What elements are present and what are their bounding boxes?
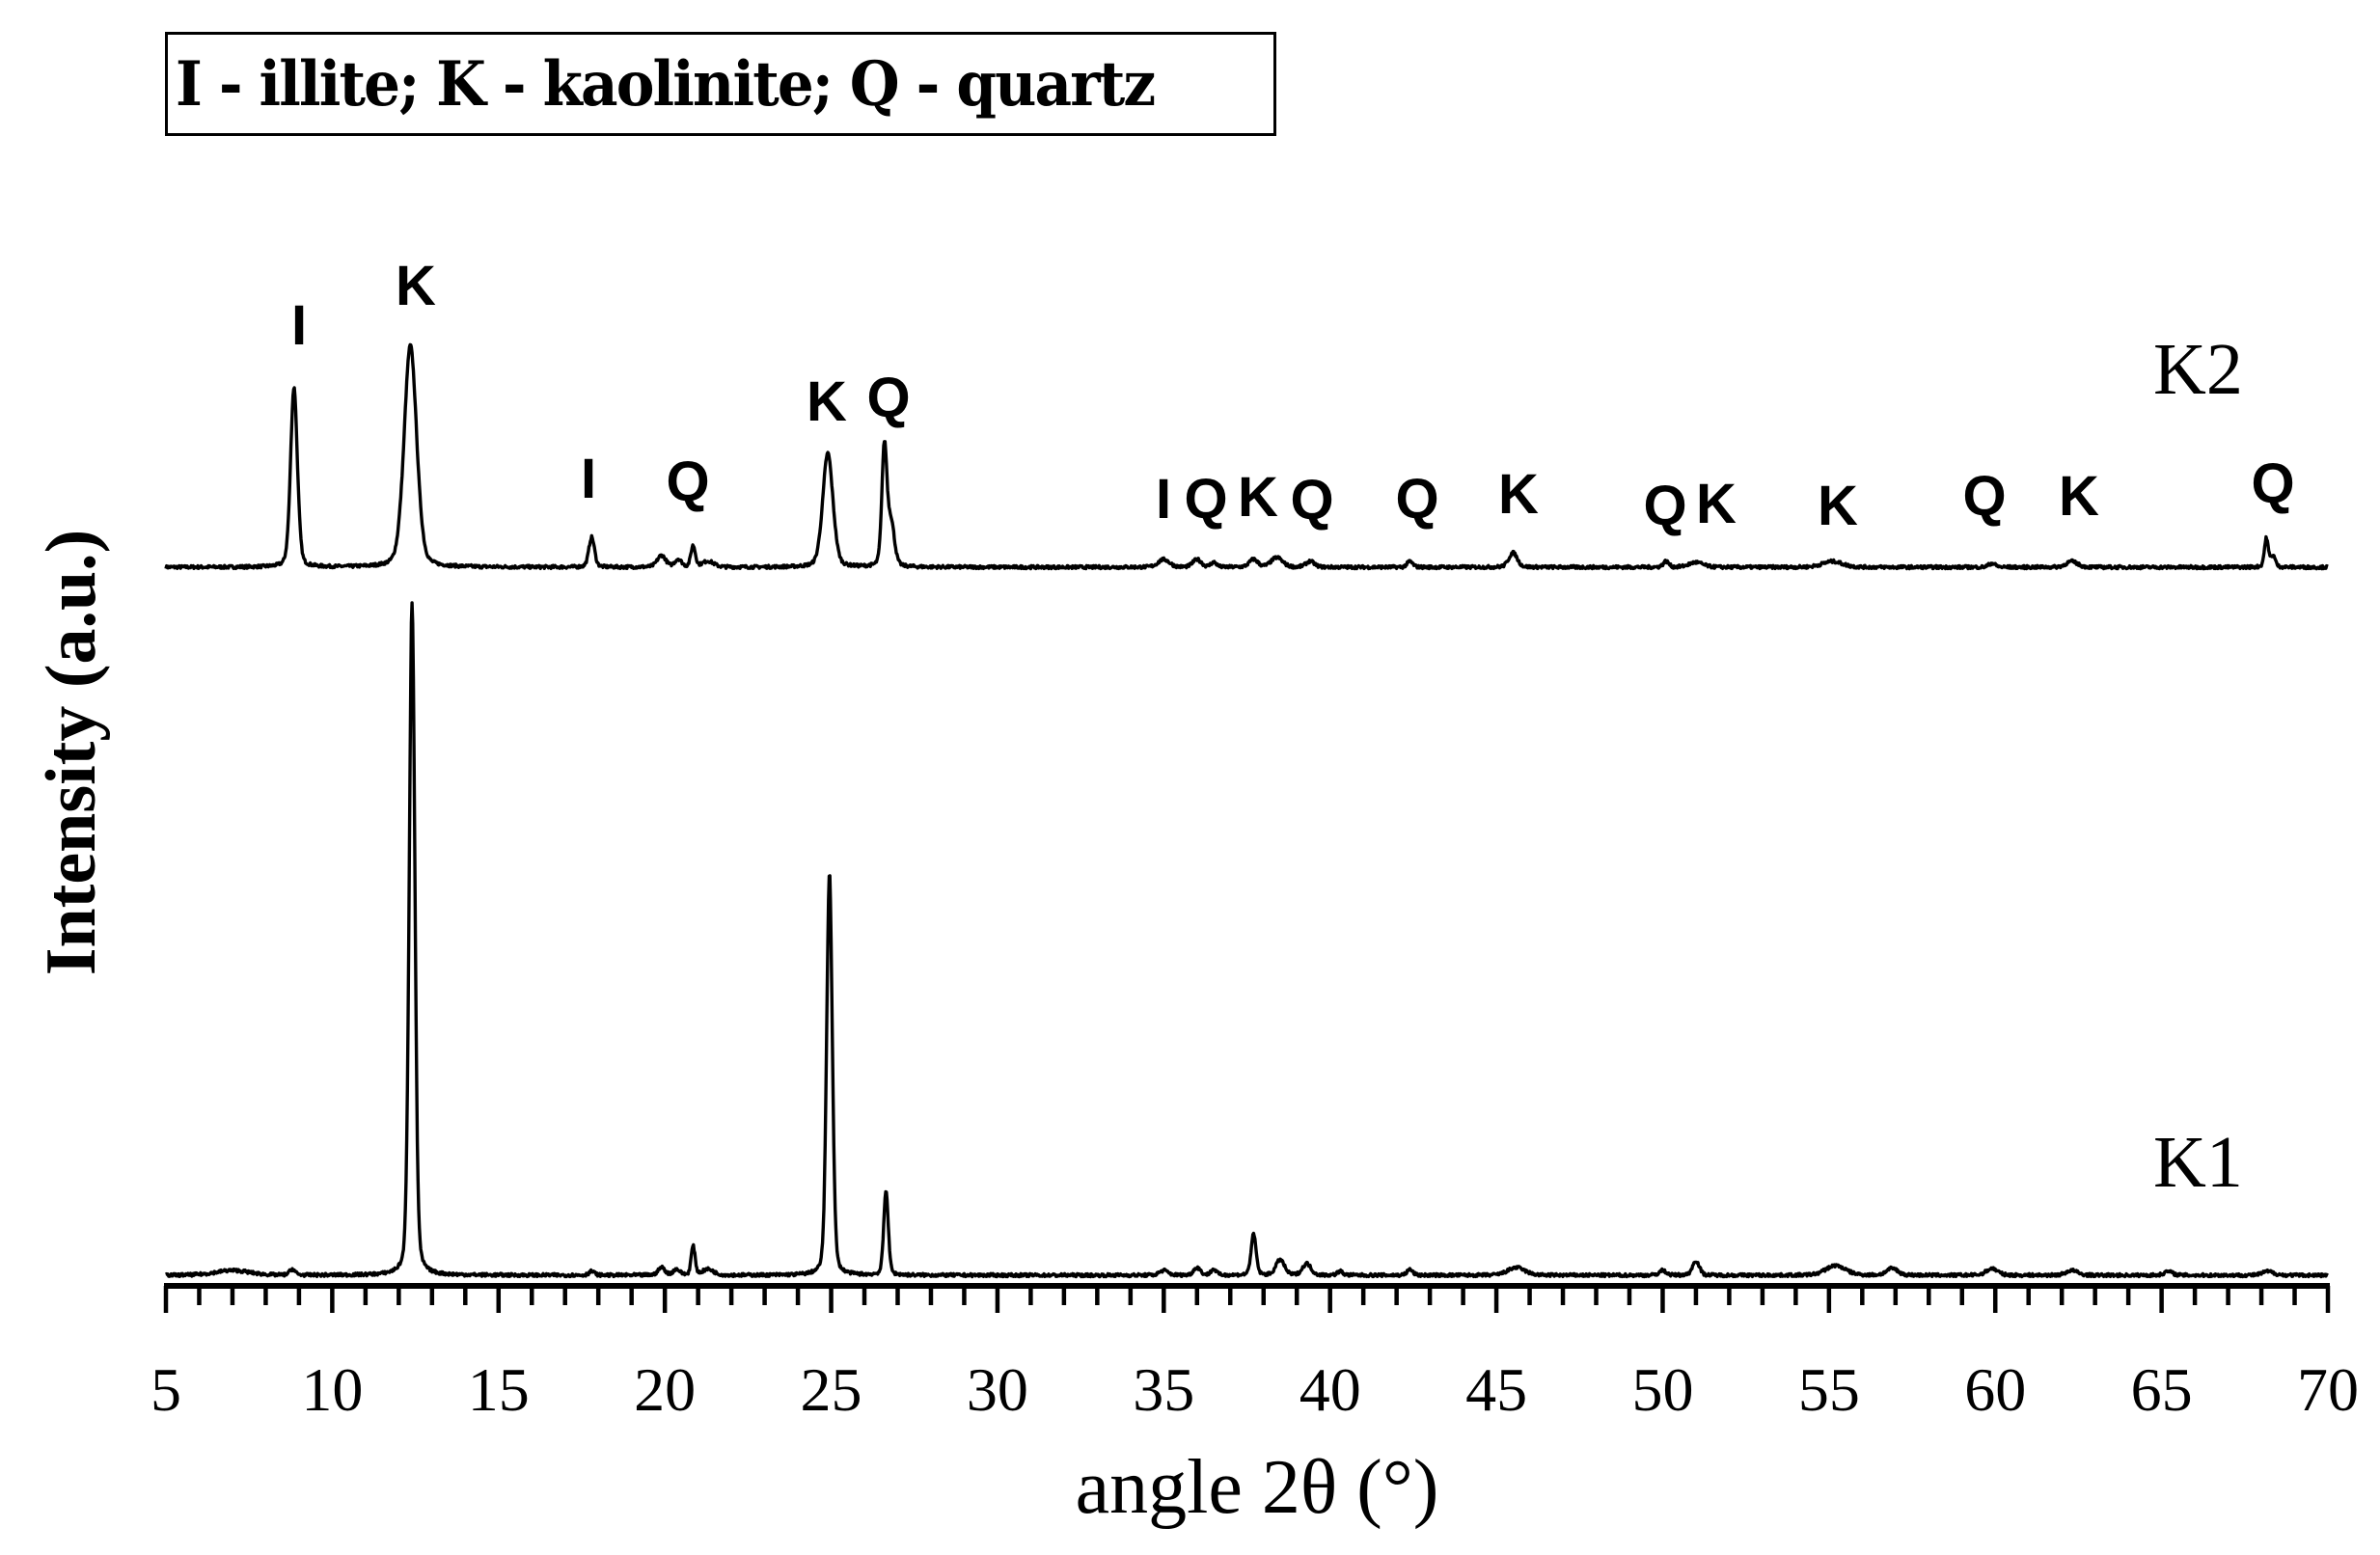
x-tick-label: 35 [1133,1355,1194,1424]
x-tick-label: 40 [1299,1355,1361,1424]
x-tick-label: 65 [2131,1355,2193,1424]
peak-label-q: Q [866,367,910,429]
peak-label-q: Q [1184,468,1227,531]
peak-label-i: I [291,294,307,357]
series-label-k2: K2 [2153,329,2243,410]
curve-k1 [164,601,2329,1279]
peak-label-q: Q [1643,475,1686,537]
y-axis-title: Intensity (a.u.) [32,530,111,976]
x-tick-label: 55 [1798,1355,1860,1424]
diffraction-curves [164,342,2329,1279]
peak-label-q: Q [2251,452,2294,515]
x-tick-label: 5 [150,1355,181,1424]
peak-label-k: K [1696,473,1737,535]
x-tick-label: 30 [967,1355,1028,1424]
peak-label-i: I [581,448,596,510]
x-tick-label: 25 [801,1355,862,1424]
series-labels: K2 K1 [2153,329,2243,1203]
curve-k2 [164,342,2329,571]
phase-legend-box: I - illite; K - kaolinite; Q - quartz [165,32,1276,136]
peak-label-k: K [2059,465,2099,528]
peak-label-i: I [1156,468,1171,531]
x-tick-label: 15 [468,1355,530,1424]
phase-legend-text: I - illite; K - kaolinite; Q - quartz [176,47,1156,121]
x-tick-label: 45 [1465,1355,1527,1424]
series-label-k1: K1 [2153,1122,2243,1203]
x-axis: 5 10 15 20 25 30 35 40 45 50 55 60 65 70 [150,1283,2359,1424]
peak-label-k: K [1818,475,1858,537]
x-axis-title: angle 2θ (°) [1076,1445,1439,1530]
peak-label-k: K [1498,463,1539,526]
peak-label-k: K [1238,466,1278,529]
x-tick-label: 20 [634,1355,696,1424]
peak-label-q: Q [1290,469,1333,532]
peak-label-k: K [807,370,847,433]
peak-label-q: Q [1962,465,2006,528]
x-tick-label: 60 [1964,1355,2026,1424]
peak-annotations: IKI QK QI Q K Q Q K Q K K Q K Q [291,255,2295,537]
x-tick-label: 10 [301,1355,363,1424]
x-tick-label: 70 [2297,1355,2359,1424]
peak-label-q: Q [1395,468,1438,531]
peak-label-k: K [396,255,436,317]
x-tick-label: 50 [1631,1355,1693,1424]
peak-label-q: Q [666,450,709,513]
